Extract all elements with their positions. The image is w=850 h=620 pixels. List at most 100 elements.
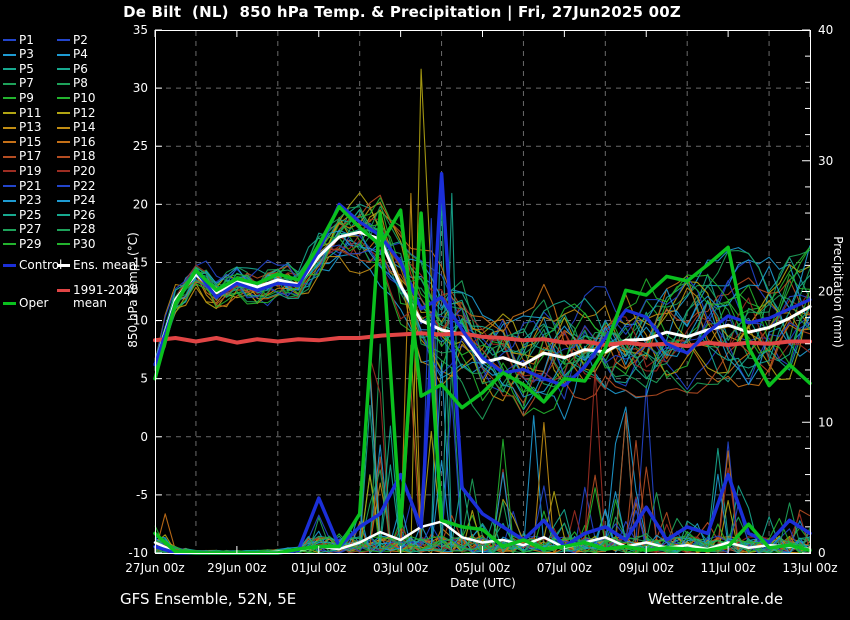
- svg-text:5: 5: [140, 372, 148, 386]
- svg-text:10: 10: [818, 415, 833, 429]
- legend-item-p4-swatch: [57, 53, 70, 56]
- legend-item-clim-mean-label: 1991-2020: [73, 282, 139, 297]
- legend-item-control-swatch: [3, 263, 16, 267]
- legend-item-p11-label: P11: [19, 105, 42, 120]
- svg-text:0: 0: [140, 430, 148, 444]
- legend-item-p16: P16: [57, 135, 96, 149]
- legend-item-p13-swatch: [3, 126, 16, 129]
- legend-item-p25-label: P25: [19, 207, 42, 222]
- legend-item-p15-label: P15: [19, 134, 42, 149]
- legend-item-p7-swatch: [3, 82, 16, 85]
- legend-item-p26: P26: [57, 208, 96, 222]
- legend-item-p12-label: P12: [73, 105, 96, 120]
- legend-item-p20-label: P20: [73, 163, 96, 178]
- legend-item-p1-swatch: [3, 39, 16, 41]
- legend-item-p19-swatch: [3, 170, 16, 173]
- legend-item-p8-swatch: [57, 82, 70, 85]
- legend-item-p11: P11: [3, 106, 42, 120]
- legend-item-p15-swatch: [3, 141, 16, 144]
- legend-item-p9-label: P9: [19, 90, 34, 105]
- legend-item-p29-label: P29: [19, 236, 42, 251]
- legend-item-p29-swatch: [3, 243, 16, 246]
- legend-item-p6: P6: [57, 62, 88, 76]
- legend-item-p21-swatch: [3, 185, 16, 187]
- legend-item-oper-label: Oper: [19, 295, 49, 310]
- legend-item-ens-mean-label: Ens. mean: [73, 257, 137, 272]
- footer-brand: Wetterzentrale.de: [648, 590, 784, 608]
- legend-item-p14: P14: [57, 121, 96, 135]
- svg-text:29Jun 00z: 29Jun 00z: [207, 561, 266, 575]
- legend-item-p2-swatch: [57, 39, 70, 41]
- legend-item-p23-label: P23: [19, 193, 42, 208]
- legend-item-p20: P20: [57, 164, 96, 178]
- legend-item-ens-mean-swatch: [57, 263, 70, 267]
- legend-item-p10-label: P10: [73, 90, 96, 105]
- legend-item-p26-swatch: [57, 214, 70, 217]
- legend-item-p17-swatch: [3, 155, 16, 158]
- svg-text:13Jul 00z: 13Jul 00z: [782, 561, 837, 575]
- y-axis-right-label: Precipitation (mm): [831, 236, 845, 348]
- svg-text:03Jul 00z: 03Jul 00z: [373, 561, 428, 575]
- legend-item-p30-label: P30: [73, 236, 96, 251]
- legend-item-p17-label: P17: [19, 149, 42, 164]
- legend-item-p29: P29: [3, 237, 42, 251]
- legend-item-p3: P3: [3, 48, 34, 62]
- svg-text:01Jul 00z: 01Jul 00z: [291, 561, 346, 575]
- legend-item-p20-swatch: [57, 170, 70, 173]
- legend-item-p23-swatch: [3, 199, 16, 202]
- legend-item-control-label: Control: [19, 257, 63, 272]
- svg-text:11Jul 00z: 11Jul 00z: [701, 561, 756, 575]
- legend-item-p27-label: P27: [19, 222, 42, 237]
- legend-item-p10: P10: [57, 91, 96, 105]
- legend-item-p7: P7: [3, 77, 34, 91]
- legend-item-p9: P9: [3, 91, 34, 105]
- legend-item-p5-label: P5: [19, 61, 34, 76]
- legend-item-p19-label: P19: [19, 163, 42, 178]
- y-axis-left-label: 850 hPa Temp. (°C): [126, 232, 140, 348]
- legend-item-clim-mean-swatch: [57, 288, 70, 292]
- legend-item-p27: P27: [3, 223, 42, 237]
- legend-item-p15: P15: [3, 135, 42, 149]
- legend-item-p18: P18: [57, 150, 96, 164]
- legend-item-p30-swatch: [57, 243, 70, 246]
- legend-item-p16-swatch: [57, 141, 70, 144]
- legend-item-p14-swatch: [57, 126, 70, 129]
- legend-item-p8: P8: [57, 77, 88, 91]
- svg-text:07Jul 00z: 07Jul 00z: [537, 561, 592, 575]
- svg-text:30: 30: [133, 81, 148, 95]
- legend-item-p12: P12: [57, 106, 96, 120]
- legend-item-p1-label: P1: [19, 32, 34, 47]
- legend-item-p28-swatch: [57, 228, 70, 231]
- svg-text:20: 20: [133, 197, 148, 211]
- legend-item-p12-swatch: [57, 112, 70, 114]
- legend-item-ens-mean: Ens. mean: [57, 258, 136, 272]
- legend-item-p9-swatch: [3, 97, 16, 100]
- svg-text:-10: -10: [128, 546, 148, 560]
- legend-item-p13-label: P13: [19, 120, 42, 135]
- svg-text:-5: -5: [136, 488, 148, 502]
- legend-item-p30: P30: [57, 237, 96, 251]
- legend-item-p3-label: P3: [19, 47, 34, 62]
- svg-text:0: 0: [818, 546, 826, 560]
- legend-item-p24-label: P24: [73, 193, 96, 208]
- legend-item-p25-swatch: [3, 214, 16, 217]
- legend-item-p24-swatch: [57, 199, 70, 202]
- svg-text:09Jul 00z: 09Jul 00z: [619, 561, 674, 575]
- legend-item-p3-swatch: [3, 53, 16, 56]
- svg-text:25: 25: [133, 139, 148, 153]
- legend-item-p10-swatch: [57, 97, 70, 100]
- legend-item-p23: P23: [3, 194, 42, 208]
- legend-item-p11-swatch: [3, 112, 16, 114]
- legend-item-oper: Oper: [3, 296, 48, 310]
- legend-item-p5-swatch: [3, 68, 16, 71]
- legend-item-p8-label: P8: [73, 76, 88, 91]
- legend-item-p1: P1: [3, 33, 34, 47]
- legend-item-p22-label: P22: [73, 178, 96, 193]
- legend-item-p13: P13: [3, 121, 42, 135]
- legend-item-p18-swatch: [57, 155, 70, 158]
- svg-text:15: 15: [133, 255, 148, 269]
- legend-item-oper-swatch: [3, 301, 16, 305]
- chart-title: De Bilt (NL) 850 hPa Temp. & Precipitati…: [123, 3, 681, 21]
- legend-item-p18-label: P18: [73, 149, 96, 164]
